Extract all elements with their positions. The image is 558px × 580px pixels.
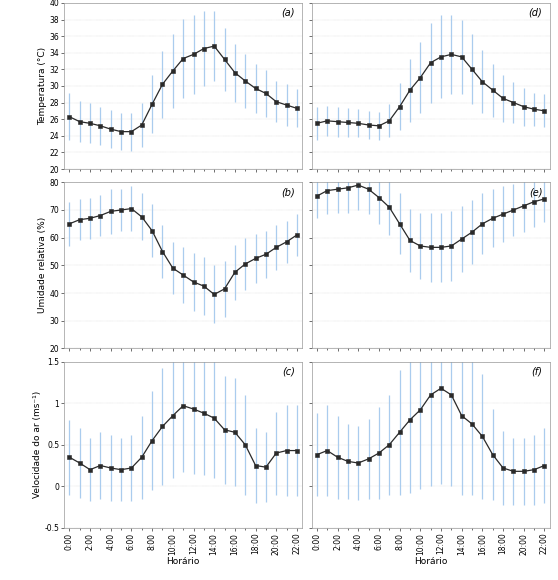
Text: (b): (b) (281, 187, 295, 197)
Text: (c): (c) (282, 367, 295, 376)
X-axis label: Horário: Horário (166, 557, 200, 566)
Text: (a): (a) (281, 8, 295, 18)
Y-axis label: Umidade relativa (%): Umidade relativa (%) (38, 218, 47, 313)
Y-axis label: Velocidade do ar (ms⁻¹): Velocidade do ar (ms⁻¹) (33, 391, 42, 498)
X-axis label: Horário: Horário (414, 557, 448, 566)
Text: (f): (f) (532, 367, 542, 376)
Text: (d): (d) (529, 8, 542, 18)
Text: (e): (e) (529, 187, 542, 197)
Y-axis label: Temperatura (°C): Temperatura (°C) (38, 47, 47, 125)
